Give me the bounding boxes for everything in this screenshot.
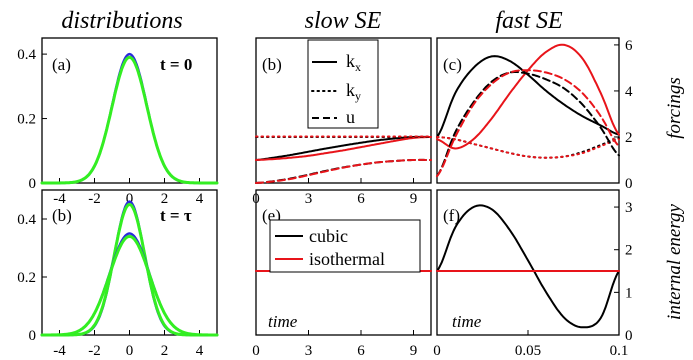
forcings-axis-label: forcings (664, 77, 685, 139)
time-axis-label-fast: time (452, 312, 482, 331)
xtick-label-e-2: 6 (357, 343, 365, 359)
ytick-right-label-c-0: 0 (625, 176, 633, 192)
xtick-label-b_dist-2: 0 (126, 343, 134, 359)
xtick-label-b_dist-3: 2 (161, 343, 169, 359)
ytick-label-a-0: 0 (29, 176, 37, 192)
series-c-u-5 (437, 70, 619, 176)
xtick-label-a-3: 2 (161, 191, 169, 207)
xtick-label-a-4: 4 (196, 191, 204, 207)
time-label-ttau: t = τ (160, 206, 192, 225)
title-slow-se: slow SE (305, 8, 382, 34)
panel-label-a: (a) (52, 55, 71, 74)
ytick-right-label-c-2: 4 (625, 84, 633, 100)
legend-cubic-label: cubic (309, 226, 348, 246)
ytick-label-b_dist-1: 0.2 (17, 270, 36, 286)
series-b-kx-0 (256, 137, 431, 160)
panel-b-plot: 0 3 6 9 (252, 137, 431, 208)
title-distributions: distributions (61, 8, 182, 34)
xtick-label-b-0: 0 (252, 191, 260, 207)
series-b-u-5 (256, 160, 431, 183)
xtick-label-a-0: -4 (53, 191, 66, 207)
ytick-right-label-f-0: 0 (625, 328, 633, 344)
legend-u-label: u (346, 107, 355, 127)
xtick-label-a-1: -2 (88, 191, 101, 207)
xtick-label-b_dist-1: -2 (88, 343, 101, 359)
legend-forcings-box (308, 40, 378, 128)
legend-energy: cubic isothermal (270, 220, 420, 272)
panel-label-f: (f) (443, 206, 460, 225)
xtick-label-b_dist-0: -4 (53, 343, 66, 359)
ytick-right-label-c-1: 2 (625, 130, 633, 146)
xtick-label-b-1: 3 (305, 191, 313, 207)
xtick-label-e-1: 3 (305, 343, 313, 359)
ytick-label-a-2: 0.4 (17, 47, 36, 63)
series-a-green-1 (42, 57, 217, 183)
internal-energy-axis-label: internal energy (664, 203, 685, 319)
series-b_dist-blue-2 (42, 234, 217, 336)
series-f-cubic-0 (437, 205, 619, 327)
xtick-label-b-2: 6 (357, 191, 365, 207)
ytick-label-b_dist-2: 0.4 (17, 212, 36, 228)
title-fast-se: fast SE (495, 8, 563, 34)
series-c-kx-0 (437, 56, 619, 137)
xtick-label-f-1: 0.05 (515, 343, 541, 359)
xtick-label-b-3: 9 (410, 191, 418, 207)
series-b_dist-green-3 (42, 236, 217, 335)
xtick-label-b_dist-4: 4 (196, 343, 204, 359)
ytick-right-label-c-3: 6 (625, 38, 633, 54)
legend-forcings: kx ky u (308, 40, 378, 128)
series-c-ky-3 (437, 137, 619, 158)
ytick-right-label-f-2: 2 (625, 243, 633, 259)
ytick-right-label-f-3: 3 (625, 200, 633, 216)
ytick-label-b_dist-0: 0 (29, 328, 37, 344)
xtick-label-f-2: 0.1 (610, 343, 629, 359)
time-label-t0: t = 0 (160, 55, 192, 74)
panel-c-frame (437, 38, 619, 183)
ytick-label-a-1: 0.2 (17, 112, 36, 128)
panel-c-plot: 0 2 4 6 (437, 38, 633, 192)
panel-label-b: (b) (262, 55, 282, 74)
ytick-right-label-f-1: 1 (625, 285, 633, 301)
xtick-label-e-3: 9 (410, 343, 418, 359)
xtick-label-e-0: 0 (252, 343, 260, 359)
series-c-kx-1 (437, 45, 619, 149)
time-axis-label-slow: time (268, 312, 298, 331)
legend-isothermal-label: isothermal (309, 249, 385, 269)
panel-label-b-dist: (b) (52, 206, 72, 225)
series-c-u-4 (437, 72, 619, 176)
xtick-label-f-0: 0 (433, 343, 441, 359)
series-c-ky-2 (437, 137, 619, 158)
panel-label-c: (c) (443, 55, 462, 74)
